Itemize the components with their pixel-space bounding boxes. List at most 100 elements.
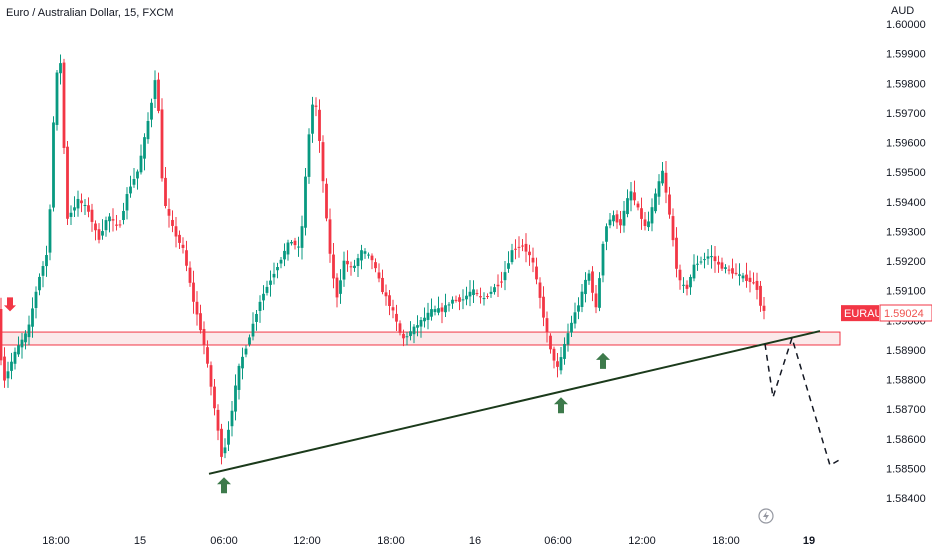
candle-body [706, 256, 710, 259]
candle-body [199, 313, 202, 331]
candle-body [377, 272, 381, 279]
candle-body [220, 428, 223, 457]
candle-body [748, 277, 752, 282]
arrow-up-icon [596, 352, 610, 369]
candle-body [507, 263, 510, 269]
projection-group [764, 335, 841, 467]
candle-body [598, 278, 601, 308]
candle-body [734, 272, 738, 274]
candle-body [234, 385, 237, 412]
candle-body [181, 244, 185, 248]
candle-body [272, 273, 276, 278]
candle-body [570, 322, 573, 333]
candle-body [76, 198, 80, 209]
candle-body [293, 240, 297, 246]
y-tick-label: 1.59700 [886, 108, 926, 120]
candle-body [206, 347, 209, 364]
candle-body [468, 291, 472, 297]
candle-body [24, 333, 27, 343]
candle-body [132, 179, 136, 185]
candle-body [636, 203, 640, 208]
candle-body [510, 250, 514, 263]
support-zone [0, 331, 841, 346]
candle-body [500, 281, 503, 283]
candle-body [150, 102, 153, 120]
candle-body [619, 219, 622, 226]
candle-body [703, 259, 706, 261]
candle-body [328, 219, 332, 254]
candle-body [248, 337, 251, 345]
candle-body [332, 254, 335, 279]
candle-body [440, 307, 444, 312]
candle-body [622, 210, 626, 226]
candle-body [391, 307, 395, 311]
candle-body [538, 282, 542, 298]
x-tick-label: 06:00 [210, 535, 238, 547]
candle-body [577, 305, 580, 312]
candle-body [531, 257, 535, 263]
candle-body [304, 176, 307, 228]
x-tick-label: 18:00 [42, 535, 70, 547]
candle-body [27, 324, 31, 338]
candle-body [283, 250, 286, 260]
x-axis[interactable]: 18:00 15 06:00 12:00 18:00 16 06:00 12:00 18:00 1… [42, 535, 815, 547]
candle-body [353, 265, 356, 269]
candle-body [661, 170, 664, 184]
candle-body [559, 357, 563, 371]
candle-body [384, 292, 388, 297]
candle-body [486, 295, 489, 297]
candle-body [153, 80, 157, 99]
candle-body [97, 229, 101, 240]
candle-body [444, 305, 447, 313]
replay-icon[interactable] [758, 508, 774, 524]
trendline-group[interactable] [208, 330, 821, 475]
candle-body [185, 250, 188, 266]
x-tick-label: 12:00 [293, 535, 321, 547]
candle-body [465, 295, 468, 300]
chart-title: Euro / Australian Dollar, 15, FXCM [6, 7, 174, 19]
candle-body [699, 261, 703, 263]
candle-body [724, 267, 727, 269]
y-tick-label: 1.59500 [886, 167, 926, 179]
candle-body [321, 142, 325, 182]
candle-body [615, 214, 619, 223]
candle-body [94, 223, 97, 231]
candle-body [139, 155, 143, 173]
currency-label: AUD [891, 5, 914, 17]
candle-body [83, 204, 87, 206]
candle-body [475, 293, 479, 295]
y-tick-label: 1.59400 [886, 197, 926, 209]
candle-body [696, 263, 699, 265]
y-tick-label: 1.59100 [886, 286, 926, 298]
y-tick-label: 1.59200 [886, 256, 926, 268]
candle-body [101, 231, 104, 236]
candle-body [608, 219, 612, 226]
candle-body [678, 269, 682, 281]
y-axis[interactable]: 1.60000 1.59900 1.59800 1.59700 1.59600 1.595… [886, 19, 926, 505]
y-tick-label: 1.58800 [886, 375, 926, 387]
candle-body [654, 193, 657, 212]
candle-body [223, 447, 227, 454]
support-zone-rect[interactable] [0, 331, 841, 346]
candle-body [297, 246, 300, 248]
arrow-up-icon [554, 397, 568, 414]
candle-body [108, 216, 111, 222]
candle-body [419, 320, 423, 327]
candle-body [202, 328, 206, 345]
x-tick-label: 15 [134, 535, 146, 547]
candle-body [601, 243, 605, 276]
candle-body [682, 284, 685, 286]
candle-body [0, 309, 3, 361]
candle-body [409, 331, 412, 337]
last-price-label: EURAUD 1.59024 [841, 304, 932, 322]
candle-body [136, 171, 139, 179]
candle-body [346, 260, 349, 265]
candle-body [398, 323, 402, 333]
candle-body [503, 272, 507, 281]
candle-body [587, 273, 591, 281]
candle-body [423, 317, 426, 322]
candle-body [174, 226, 178, 237]
trendline[interactable] [208, 330, 821, 475]
candle-body [496, 284, 500, 287]
